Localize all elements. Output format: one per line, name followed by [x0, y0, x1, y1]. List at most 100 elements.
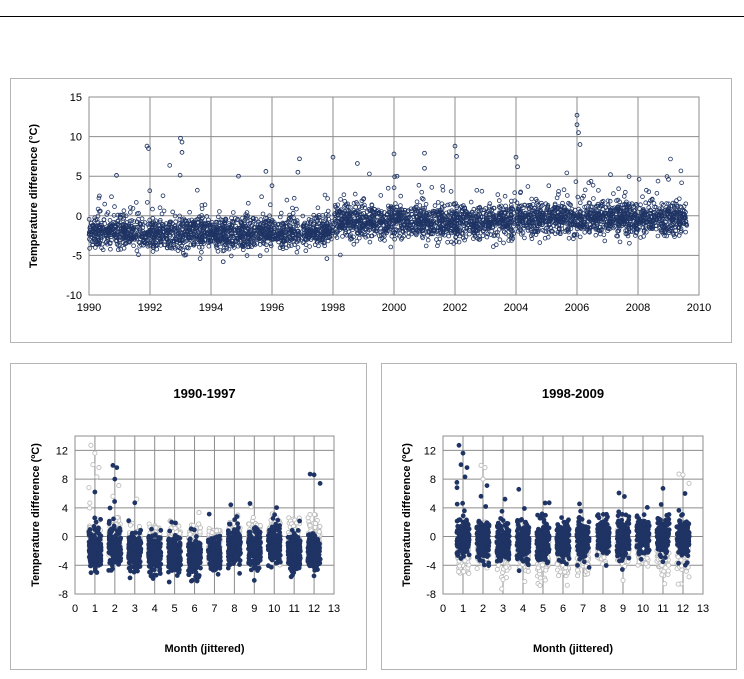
- background-point: [307, 522, 313, 529]
- data-point: [390, 230, 396, 236]
- data-point: [220, 231, 226, 236]
- data-point: [423, 243, 429, 249]
- data-point: [619, 216, 625, 221]
- data-point: [247, 221, 253, 226]
- data-point: [667, 209, 673, 215]
- data-point: [372, 207, 378, 212]
- data-point: [200, 215, 205, 221]
- data-point: [633, 223, 638, 228]
- data-point: [151, 235, 157, 241]
- data-point: [495, 192, 501, 197]
- data-point: [528, 233, 534, 239]
- data-point: [121, 208, 127, 214]
- data-point: [503, 203, 508, 209]
- data-point: [235, 216, 241, 222]
- data-point: [379, 236, 385, 241]
- data-point: [398, 203, 403, 208]
- data-point: [355, 231, 361, 237]
- data-point: [477, 234, 482, 239]
- data-point: [280, 229, 285, 235]
- data-point: [188, 222, 194, 227]
- data-point: [275, 231, 281, 237]
- data-point: [242, 220, 247, 226]
- plot-area: [74, 435, 335, 595]
- data-point: [539, 200, 544, 206]
- data-point: [167, 245, 173, 251]
- data-point: [591, 209, 597, 215]
- data-point: [555, 210, 561, 215]
- gridlines: [88, 96, 700, 296]
- data-point: [462, 226, 467, 232]
- data-point: [458, 216, 464, 221]
- data-point: [656, 213, 661, 219]
- data-point: [676, 196, 682, 202]
- data-point: [253, 216, 259, 222]
- data-point: [117, 222, 123, 228]
- data-point: [474, 188, 480, 193]
- data-point: [129, 218, 135, 223]
- data-point: [393, 209, 398, 215]
- data-point: [614, 217, 620, 223]
- background-point: [317, 523, 323, 530]
- data-point: [582, 204, 587, 210]
- data-point: [398, 223, 404, 228]
- data-point: [683, 229, 688, 235]
- data-point: [469, 210, 475, 215]
- data-point: [121, 246, 127, 251]
- data-point: [437, 215, 442, 220]
- data-point: [226, 233, 231, 238]
- background-point: [196, 510, 202, 516]
- data-point: [651, 201, 657, 206]
- x-tick-label: 2008: [626, 302, 650, 314]
- data-point: [392, 236, 397, 242]
- data-point: [158, 218, 163, 223]
- background-point-outlier: [86, 485, 92, 491]
- data-point: [544, 206, 550, 211]
- data-point-outlier: [574, 122, 580, 128]
- data-point: [645, 216, 651, 222]
- data-point: [102, 201, 107, 207]
- data-point: [454, 211, 460, 217]
- background-point: [250, 514, 256, 520]
- data-point: [332, 213, 338, 218]
- data-point: [617, 239, 623, 245]
- data-point: [191, 241, 196, 247]
- data-point: [130, 234, 136, 240]
- data-point: [318, 218, 324, 224]
- data-point: [399, 237, 404, 242]
- data-point: [492, 219, 498, 225]
- data-point: [343, 202, 348, 208]
- data-point: [616, 186, 621, 191]
- background-point-outlier: [134, 496, 140, 502]
- x-tick-label: 2006: [565, 302, 589, 314]
- data-point: [634, 213, 639, 218]
- data-point: [383, 225, 389, 231]
- data-point: [176, 238, 182, 243]
- data-point: [369, 207, 375, 213]
- data-point: [183, 228, 188, 234]
- data-point: [343, 216, 349, 222]
- data-point: [636, 177, 642, 182]
- data-point: [95, 241, 101, 247]
- data-point: [290, 234, 296, 239]
- data-point: [446, 209, 452, 215]
- data-point: [215, 249, 221, 254]
- data-point: [482, 226, 487, 232]
- data-point: [114, 238, 120, 244]
- data-point: [483, 211, 489, 217]
- data-point: [300, 224, 306, 230]
- data-point: [96, 195, 102, 201]
- data-point: [392, 230, 398, 235]
- data-point: [356, 235, 362, 241]
- x-tick-label: 2000: [382, 302, 406, 314]
- data-point: [316, 243, 321, 249]
- background-point: [316, 529, 322, 535]
- data-point: [559, 223, 565, 228]
- data-point: [358, 225, 363, 230]
- data-point: [546, 183, 552, 188]
- data-point: [90, 223, 96, 229]
- data-point: [615, 233, 620, 239]
- data-point: [481, 211, 486, 216]
- highlight-period-points: [86, 463, 323, 585]
- data-point: [418, 208, 424, 214]
